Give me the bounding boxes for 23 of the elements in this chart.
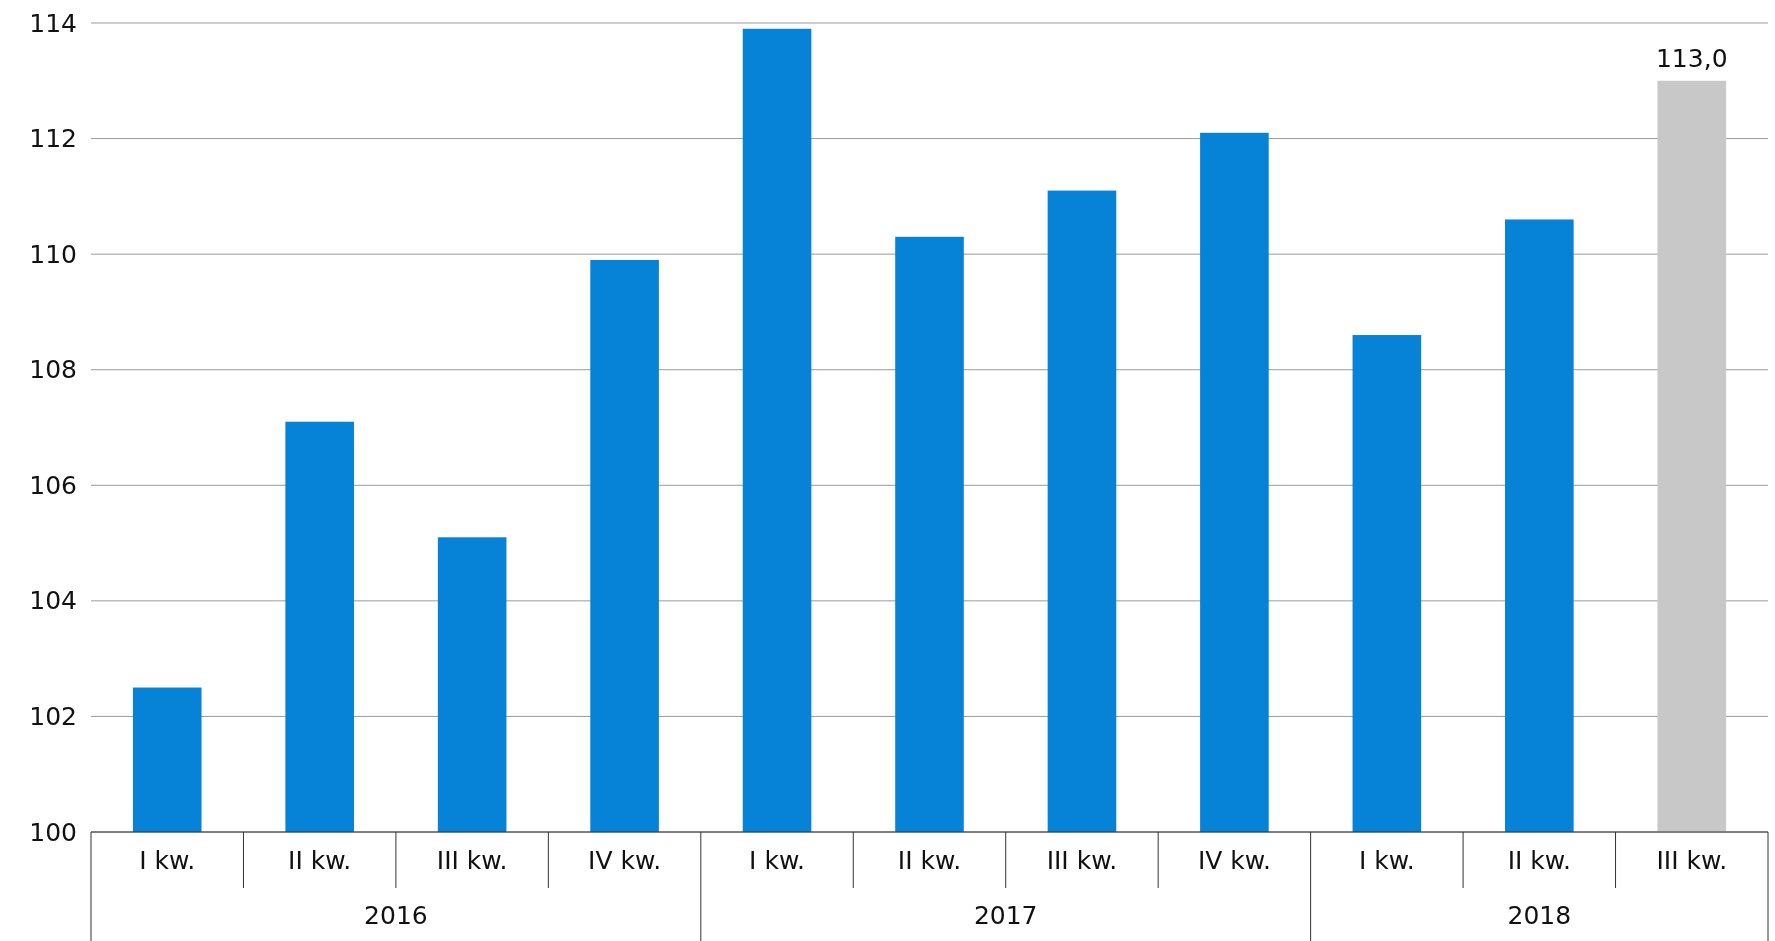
x-tick-label: IV kw. [1197, 846, 1271, 875]
x-tick-label: I kw. [1358, 846, 1415, 875]
x-tick-label: I kw. [749, 846, 805, 875]
x-tick-label: II kw. [288, 846, 352, 875]
x-tick-label: III kw. [1046, 846, 1118, 875]
text: 2018 [1507, 901, 1572, 930]
text: 2017 [973, 901, 1038, 930]
x-tick-label: III kw. [1656, 846, 1728, 875]
y-tick-label: 104 [29, 586, 77, 616]
text: 2016 [364, 901, 428, 930]
data-label: 113,0 [1655, 43, 1728, 73]
x-tick-label: I kw. [139, 846, 196, 875]
y-tick-label: 100 [29, 817, 77, 847]
y-tick-label: 110 [29, 239, 77, 269]
x-tick-label: IV kw. [588, 846, 662, 875]
y-tick-label: 108 [29, 355, 77, 385]
x-tick-label: II kw. [897, 846, 962, 875]
y-tick-label: 112 [29, 124, 77, 154]
y-tick-label: 102 [29, 701, 77, 731]
x-tick-label: III kw. [436, 846, 508, 875]
x-tick-label: II kw. [1507, 846, 1571, 875]
y-tick-label: 106 [29, 470, 77, 500]
y-tick-label: 114 [29, 8, 77, 38]
